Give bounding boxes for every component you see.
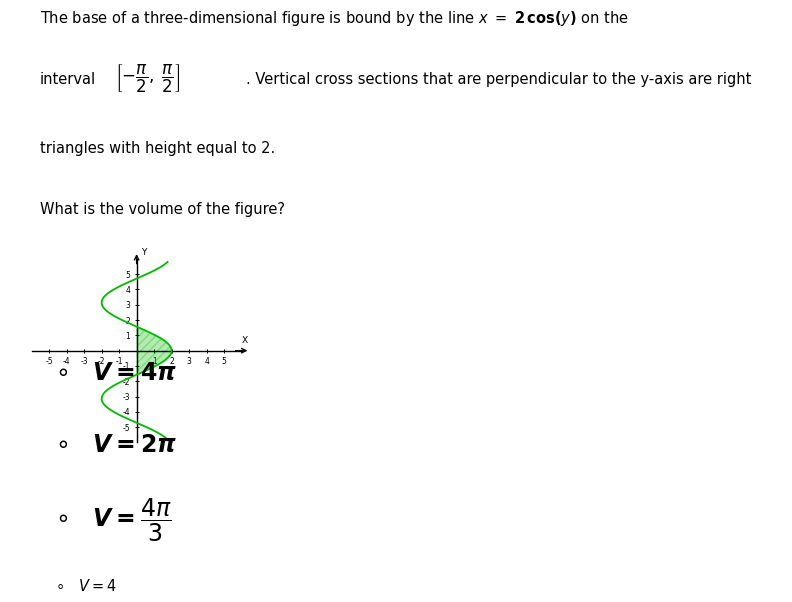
Text: triangles with height equal to 2.: triangles with height equal to 2.	[40, 141, 275, 156]
Text: $\circ\quad \boldsymbol{V = 4\pi}$: $\circ\quad \boldsymbol{V = 4\pi}$	[55, 361, 177, 385]
Text: interval: interval	[40, 72, 96, 87]
Text: Y: Y	[141, 249, 147, 257]
Text: $\circ\quad \boldsymbol{V = 2\pi}$: $\circ\quad \boldsymbol{V = 2\pi}$	[55, 433, 177, 457]
Text: $\circ\quad V = 4$: $\circ\quad V = 4$	[55, 578, 117, 594]
Text: The base of a three-dimensional figure is bound by the line $\mathit{x}\ =\ \mat: The base of a three-dimensional figure i…	[40, 9, 629, 28]
Text: X: X	[242, 337, 248, 346]
Text: What is the volume of the figure?: What is the volume of the figure?	[40, 202, 284, 217]
Text: $\circ\quad \boldsymbol{V = \dfrac{4\pi}{3}}$: $\circ\quad \boldsymbol{V = \dfrac{4\pi}…	[55, 497, 172, 544]
Text: . Vertical cross sections that are perpendicular to the y-axis are right: . Vertical cross sections that are perpe…	[246, 72, 751, 87]
Text: $\left[-\dfrac{\pi}{2},\;\dfrac{\pi}{2}\right]$: $\left[-\dfrac{\pi}{2},\;\dfrac{\pi}{2}\…	[115, 63, 180, 96]
